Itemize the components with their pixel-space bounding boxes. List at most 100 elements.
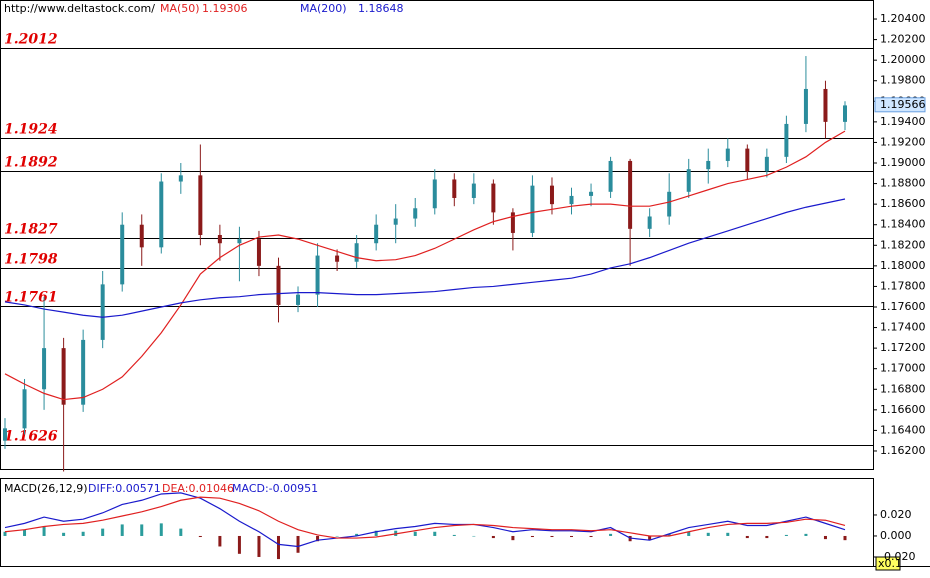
y-tick-label: 0.000 (880, 529, 912, 542)
macd-histogram-bar (472, 535, 476, 537)
macd-histogram-bar (706, 532, 710, 536)
legend-entry: DIFF:0.00571 (88, 482, 161, 495)
level-label: 1.1798 (4, 252, 58, 268)
macd-histogram-bar (570, 535, 574, 538)
y-tick-label: -0.020 (880, 550, 915, 563)
candle-body (686, 169, 691, 192)
y-tick-label: 1.18000 (880, 259, 926, 272)
legend-entry: MACD:-0.00951 (232, 482, 318, 495)
candle-body (256, 239, 261, 266)
candle-body (530, 185, 535, 233)
macd-histogram-bar (491, 535, 495, 539)
candle-body (81, 339, 86, 405)
y-tick-label: 1.20200 (880, 33, 926, 46)
macd-histogram-bar (589, 535, 593, 538)
level-label: 1.1827 (4, 222, 58, 238)
macd-histogram-bar (276, 535, 280, 560)
macd-histogram-bar (843, 535, 847, 541)
y-tick-label: 1.18800 (880, 177, 926, 190)
y-tick-label: 1.20400 (880, 12, 926, 25)
candle-body (237, 239, 242, 244)
macd-histogram-bar (745, 535, 749, 539)
macd-histogram-bar (550, 535, 554, 538)
candle-body (178, 175, 183, 182)
candle-body (764, 156, 769, 172)
candle-body (159, 181, 164, 248)
y-tick-label: 1.16200 (880, 444, 926, 457)
macd-histogram-bar (140, 524, 144, 536)
legend-entry: DEA:0.01046 (162, 482, 234, 495)
candle-body (491, 183, 496, 213)
candle-body (608, 160, 613, 192)
macd-histogram-bar (62, 532, 66, 536)
macd-histogram-bar (648, 535, 652, 541)
candle-body (276, 265, 281, 305)
y-tick-label: 1.18600 (880, 197, 926, 210)
level-label: 1.2012 (4, 32, 58, 48)
macd-histogram-bar (296, 535, 300, 553)
macd-histogram-bar (374, 530, 378, 536)
macd-histogram-bar (433, 531, 437, 536)
macd-histogram-bar (198, 535, 202, 538)
y-tick-label: 1.19200 (880, 135, 926, 148)
candle-body (432, 179, 437, 209)
candle-body (569, 195, 574, 205)
scale-note: x0.1 (878, 557, 902, 570)
candle-body (22, 389, 27, 429)
scale-note-box (875, 556, 901, 571)
level-label: 1.1924 (4, 122, 58, 138)
candle-body (549, 185, 554, 205)
candle-body (61, 348, 66, 405)
macd-histogram-bar (335, 535, 339, 537)
macd-line (4, 496, 846, 539)
y-tick-label: 1.20000 (880, 53, 926, 66)
macd-histogram-bar (452, 534, 456, 536)
candle-body (823, 88, 828, 122)
candle-body (3, 428, 7, 441)
y-tick-label: 1.17600 (880, 300, 926, 313)
macd-title: MACD(26,12,9) (4, 482, 88, 495)
y-tick-label: 1.18200 (880, 238, 926, 251)
y-tick-label: 1.18400 (880, 218, 926, 231)
macd-histogram-bar (687, 531, 691, 536)
macd-histogram-bar (784, 534, 788, 536)
y-tick-label: 1.17800 (880, 279, 926, 292)
moving-average-line (4, 198, 846, 318)
macd-histogram-bar (101, 528, 105, 536)
macd-histogram-bar (355, 533, 359, 536)
candle-body (139, 224, 144, 248)
candle-body (471, 183, 476, 198)
candle-body (843, 105, 847, 122)
candle-body (413, 208, 418, 219)
level-label: 1.1892 (4, 155, 58, 171)
candle-body (647, 216, 652, 229)
macd-histogram-bar (804, 533, 808, 536)
y-tick-label: 1.19400 (880, 115, 926, 128)
macd-histogram-bar (42, 526, 46, 536)
y-tick-label: 0.020 (880, 508, 912, 521)
candle-body (198, 175, 203, 235)
candle-body (120, 224, 125, 285)
macd-histogram-bar (667, 533, 671, 536)
candle-body (452, 179, 457, 198)
moving-average-line (4, 130, 846, 401)
macd-histogram-bar (511, 535, 515, 541)
candle-body (42, 348, 47, 390)
macd-histogram-bar (179, 528, 183, 536)
candle-body (589, 191, 594, 196)
candle-body (803, 88, 808, 124)
y-tick-label: 1.16800 (880, 382, 926, 395)
legend-value: 1.18648 (358, 2, 404, 15)
source-url: http://www.deltastock.com/ (4, 2, 155, 15)
macd-histogram-bar (257, 535, 261, 557)
candle-body (725, 148, 730, 161)
macd-histogram-bar (609, 533, 613, 536)
candle-body (217, 235, 222, 244)
y-tick-label: 1.19800 (880, 74, 926, 87)
last-price-label: 1.19566 (880, 98, 926, 111)
y-tick-label: 1.17400 (880, 321, 926, 334)
macd-histogram-bar (3, 531, 7, 536)
y-tick-label: 1.16600 (880, 403, 926, 416)
